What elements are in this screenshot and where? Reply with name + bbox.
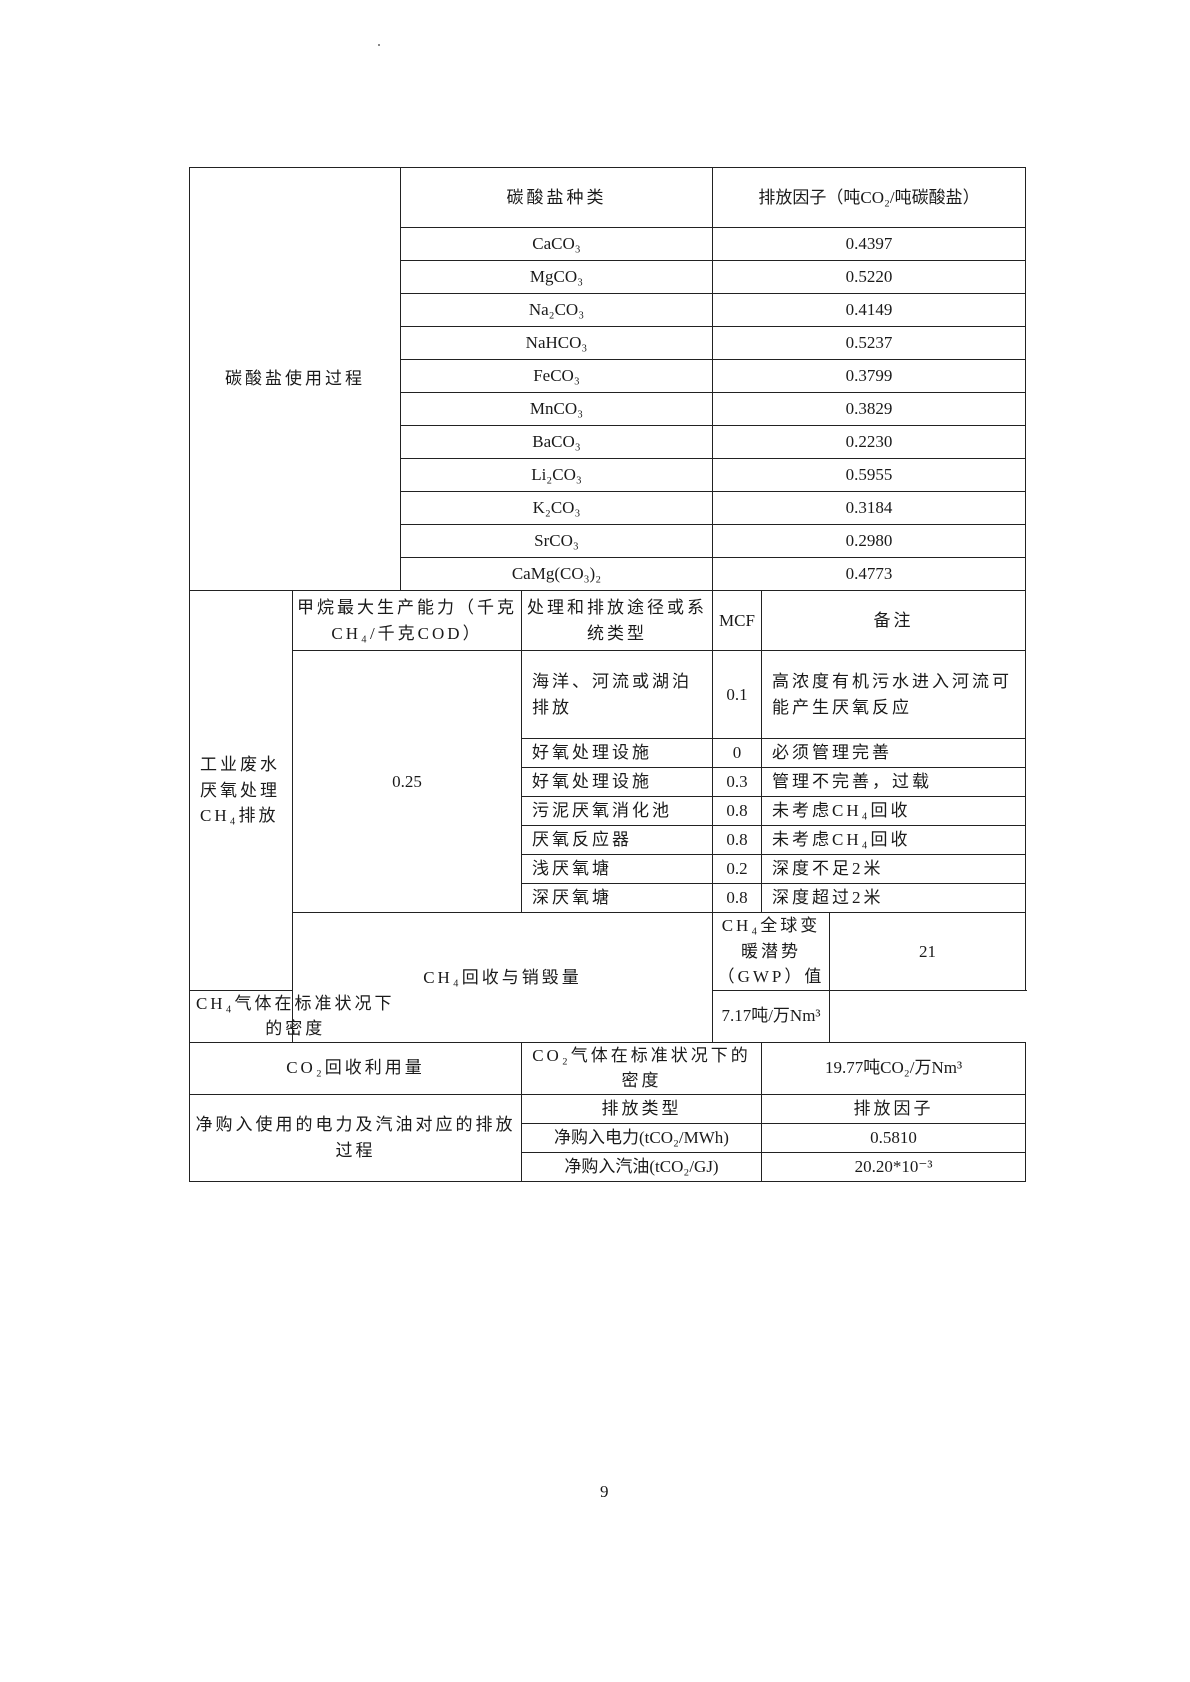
- carbonate-factor: 0.3829: [711, 392, 1027, 426]
- carbonate-row: CaCO₃ 0.4397: [190, 227, 1027, 261]
- treatment-path: 好氧处理设施: [521, 738, 713, 768]
- emission-factor-table: 碳酸盐使用过程 碳酸盐种类 排放因子（吨CO₂/吨碳酸盐） CaCO₃ 0.439…: [189, 167, 1027, 1182]
- carbonate-factor-header: 排放因子（吨CO₂/吨碳酸盐）: [711, 167, 1027, 228]
- carbonate-type: K₂CO₃: [400, 491, 713, 525]
- note: 未考虑CH₄回收: [760, 825, 1027, 855]
- purchased-value: 0.5810: [760, 1122, 1027, 1153]
- carbonate-type-header: 碳酸盐种类: [400, 167, 713, 228]
- carbonate-factor: 0.3799: [711, 359, 1027, 393]
- treatment-path: 好氧处理设施: [521, 767, 713, 797]
- carbonate-row: CaMg(CO₃)₂ 0.4773: [190, 557, 1027, 591]
- co2-recovery-label: CO₂回收利用量: [189, 1041, 522, 1095]
- carbonate-type: CaCO₃: [400, 227, 713, 261]
- wastewater-row: 深厌氧塘 0.8 深度超过2米: [190, 883, 1027, 913]
- note: 未考虑CH₄回收: [760, 796, 1027, 826]
- carbonate-row: SrCO₃ 0.2980: [190, 524, 1027, 558]
- note: 深度不足2米: [760, 854, 1027, 884]
- ch4-recovery-row: CH₄回收与销毁量 CH₄全球变暖潜势（GWP）值 21: [190, 912, 1027, 1043]
- mcf-header: MCF: [712, 590, 762, 651]
- purchased-label: 净购入使用的电力及汽油对应的排放过程: [189, 1093, 522, 1182]
- purchased-value: 20.20*10⁻³: [760, 1151, 1027, 1182]
- treatment-path: 海洋、河流或湖泊排放: [521, 650, 713, 739]
- co2-recovery-row: CO₂回收利用量 CO₂气体在标准状况下的密度 19.77吨CO₂/万Nm³: [189, 1041, 1027, 1095]
- treatment-path: 污泥厌氧消化池: [521, 796, 713, 826]
- ch4-item: CH₄全球变暖潜势（GWP）值: [712, 912, 830, 991]
- note-header: 备注: [760, 590, 1027, 651]
- scan-speck: [378, 44, 380, 46]
- capacity-value: 0.25: [292, 650, 522, 913]
- mcf-value: 0.8: [712, 825, 762, 855]
- note: 必须管理完善: [760, 738, 1027, 768]
- mcf-value: 0: [712, 738, 762, 768]
- wastewater-row: 污泥厌氧消化池 0.8 未考虑CH₄回收: [190, 796, 1027, 826]
- purchased-row: 净购入汽油(tCO₂/GJ) 20.20*10⁻³: [190, 1151, 1027, 1182]
- carbonate-factor: 0.4149: [711, 293, 1027, 327]
- carbonate-header-row: 碳酸盐使用过程 碳酸盐种类 排放因子（吨CO₂/吨碳酸盐）: [189, 167, 1027, 591]
- ch4-value: 21: [828, 912, 1027, 991]
- co2-item: CO₂气体在标准状况下的密度: [521, 1041, 762, 1095]
- carbonate-factor: 0.5237: [711, 326, 1027, 360]
- carbonate-row: NaHCO₃ 0.5237: [190, 326, 1027, 360]
- mcf-value: 0.3: [712, 767, 762, 797]
- carbonate-type: MgCO₃: [400, 260, 713, 294]
- mcf-value: 0.2: [712, 854, 762, 884]
- carbonate-type: CaMg(CO₃)₂: [400, 557, 713, 591]
- wastewater-row: 0.25 海洋、河流或湖泊排放 0.1 高浓度有机污水进入河流可能产生厌氧反应: [190, 650, 1027, 913]
- carbonate-type: Li₂CO₃: [400, 458, 713, 492]
- mcf-value: 0.8: [712, 883, 762, 913]
- purchased-type-header: 排放类型: [521, 1093, 762, 1124]
- wastewater-row: 浅厌氧塘 0.2 深度不足2米: [190, 854, 1027, 884]
- path-header: 处理和排放途径或系统类型: [521, 590, 713, 651]
- purchased-header-row: 净购入使用的电力及汽油对应的排放过程 排放类型 排放因子: [189, 1093, 1027, 1182]
- carbonate-factor: 0.3184: [711, 491, 1027, 525]
- carbonate-row: BaCO₃ 0.2230: [190, 425, 1027, 459]
- carbonate-type: FeCO₃: [400, 359, 713, 393]
- treatment-path: 厌氧反应器: [521, 825, 713, 855]
- carbonate-section-label: 碳酸盐使用过程: [189, 167, 401, 591]
- carbonate-row: MgCO₃ 0.5220: [190, 260, 1027, 294]
- treatment-path: 浅厌氧塘: [521, 854, 713, 884]
- ch4-value: 7.17吨/万Nm³: [712, 989, 830, 1043]
- note: 管理不完善，过载: [760, 767, 1027, 797]
- carbonate-factor: 0.4773: [711, 557, 1027, 591]
- carbonate-row: FeCO₃ 0.3799: [190, 359, 1027, 393]
- mcf-value: 0.8: [712, 796, 762, 826]
- carbonate-row: Li₂CO₃ 0.5955: [190, 458, 1027, 492]
- treatment-path: 深厌氧塘: [521, 883, 713, 913]
- carbonate-factor: 0.4397: [711, 227, 1027, 261]
- capacity-header: 甲烷最大生产能力（千克CH₄/千克COD）: [292, 590, 522, 651]
- note: 深度超过2米: [760, 883, 1027, 913]
- wastewater-section-label: 工业废水厌氧处理CH₄排放: [189, 590, 293, 991]
- carbonate-row: MnCO₃ 0.3829: [190, 392, 1027, 426]
- ch4-item: CH₄气体在标准状况下的密度: [189, 989, 401, 1043]
- purchased-factor-header: 排放因子: [760, 1093, 1027, 1124]
- co2-value: 19.77吨CO₂/万Nm³: [760, 1041, 1027, 1095]
- carbonate-type: MnCO₃: [400, 392, 713, 426]
- carbonate-type: BaCO₃: [400, 425, 713, 459]
- carbonate-factor: 0.5955: [711, 458, 1027, 492]
- carbonate-factor: 0.2230: [711, 425, 1027, 459]
- page-number: 9: [600, 1482, 609, 1501]
- carbonate-factor: 0.5220: [711, 260, 1027, 294]
- purchased-item: 净购入汽油(tCO₂/GJ): [521, 1151, 762, 1182]
- carbonate-row: Na₂CO₃ 0.4149: [190, 293, 1027, 327]
- purchased-row: 净购入电力(tCO₂/MWh) 0.5810: [190, 1122, 1027, 1153]
- purchased-item: 净购入电力(tCO₂/MWh): [521, 1122, 762, 1153]
- note: 高浓度有机污水进入河流可能产生厌氧反应: [760, 650, 1027, 739]
- wastewater-header-row: 工业废水厌氧处理CH₄排放 甲烷最大生产能力（千克CH₄/千克COD） 处理和排放途…: [189, 590, 1027, 991]
- mcf-value: 0.1: [712, 650, 762, 739]
- carbonate-type: NaHCO₃: [400, 326, 713, 360]
- carbonate-type: Na₂CO₃: [400, 293, 713, 327]
- carbonate-type: SrCO₃: [400, 524, 713, 558]
- carbonate-factor: 0.2980: [711, 524, 1027, 558]
